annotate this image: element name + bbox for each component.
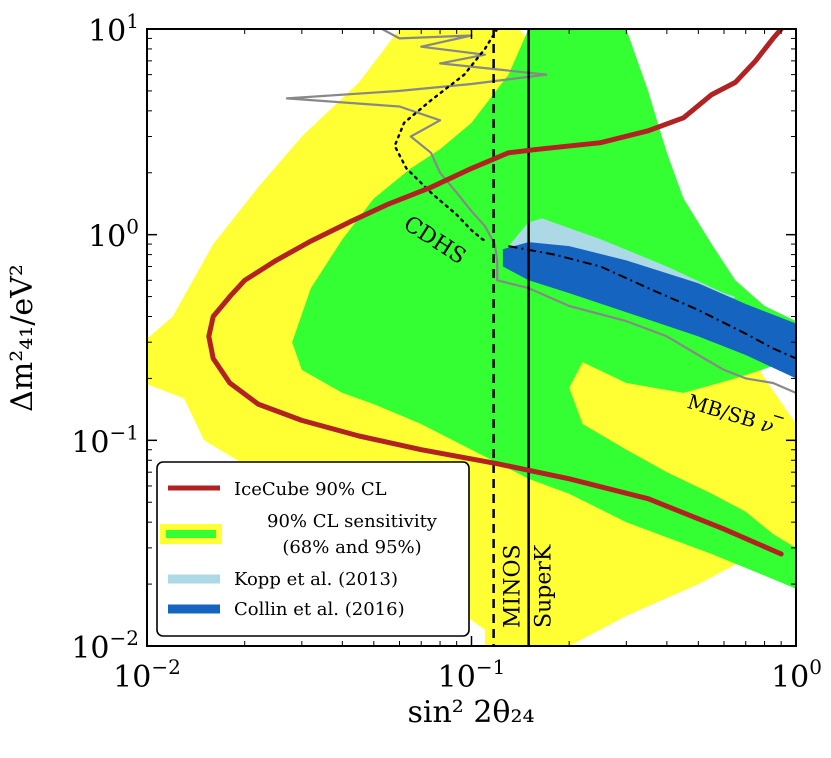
collin-best-fit-line <box>508 245 796 360</box>
sensitivity-68-region <box>292 29 796 589</box>
collin-2016-region <box>502 242 796 379</box>
y-axis-label: Δm²₄₁/eV² <box>5 264 40 412</box>
legend-icecube-label: IceCube 90% CL <box>234 479 387 500</box>
superk-label: SuperK <box>532 544 557 628</box>
legend-sens68-swatch <box>166 530 216 538</box>
y-tick-label: 10−1 <box>71 420 139 460</box>
x-tick-label: 10−2 <box>113 655 181 695</box>
y-tick-label: 100 <box>88 215 139 255</box>
y-tick-label: 101 <box>88 9 139 49</box>
legend-box <box>156 461 470 637</box>
legend-sensitivity-label: 90% CL sensitivity <box>267 511 438 532</box>
legend-kopp-label: Kopp et al. (2013) <box>234 569 398 590</box>
legend: IceCube 90% CL 90% CL sensitivity (68% and… <box>156 461 470 637</box>
x-tick-label: 10−1 <box>438 655 506 695</box>
cdhs-contour-line <box>393 29 499 244</box>
x-axis-label: sin² 2θ₂₄ <box>407 695 534 730</box>
minos-label: MINOS <box>501 544 526 628</box>
mbsb-nu-bar <box>773 414 784 420</box>
mbsb-contour-line <box>285 29 796 394</box>
y-tick-label: 10−2 <box>71 626 139 666</box>
axis-ticks: 10−2 10−1 100 10−2 10−1 100 101 <box>71 9 822 695</box>
legend-collin-label: Collin et al. (2016) <box>234 599 405 620</box>
x-tick-label: 100 <box>771 655 822 695</box>
legend-sensitivity-sublabel: (68% and 95%) <box>282 537 421 558</box>
icecube-90cl-line <box>206 29 784 557</box>
